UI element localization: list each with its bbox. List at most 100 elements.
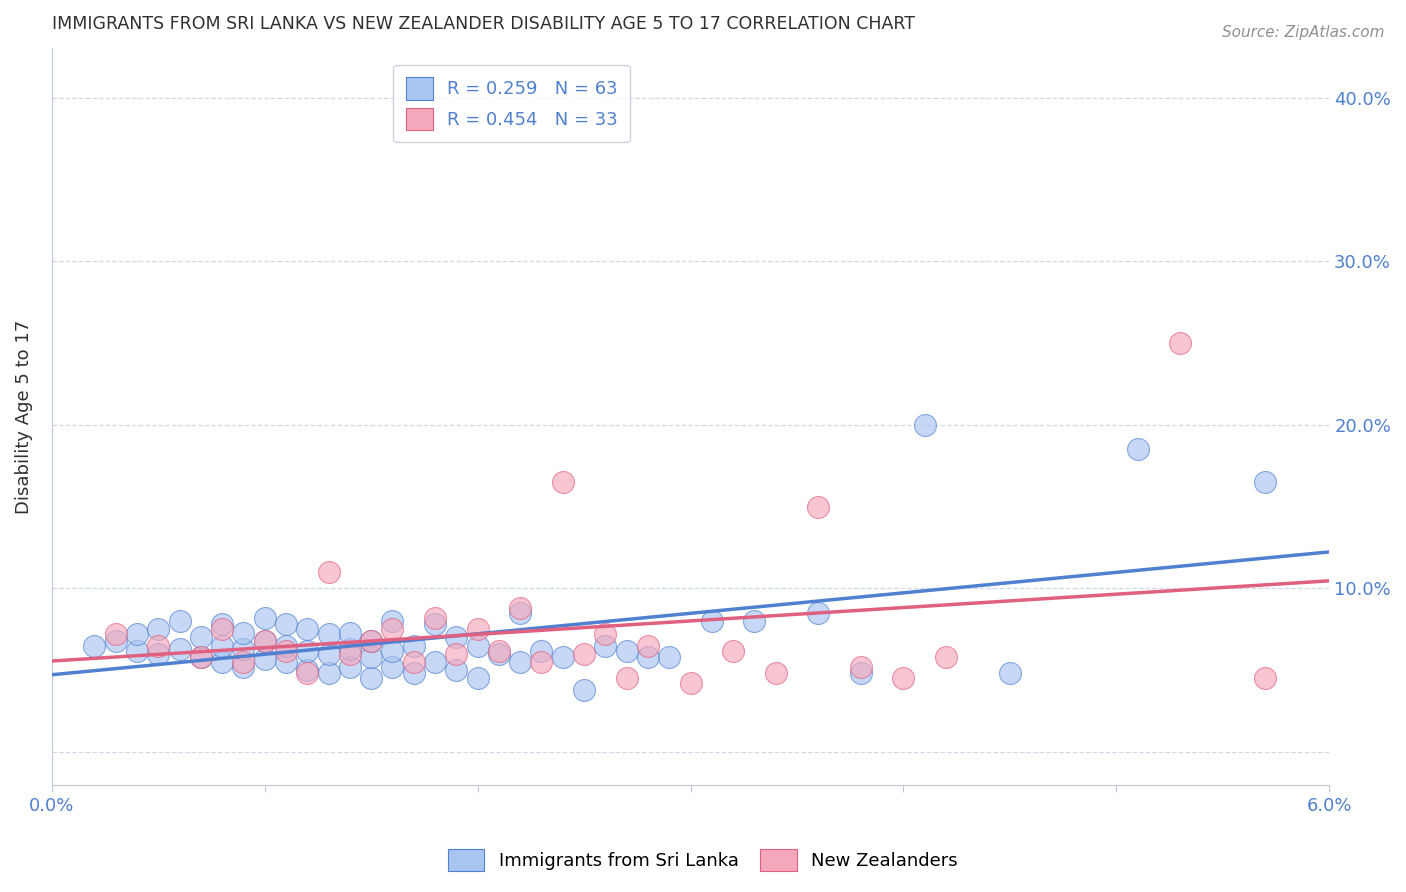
Point <box>488 647 510 661</box>
Point <box>190 631 212 645</box>
Point <box>381 614 404 628</box>
Point <box>211 623 233 637</box>
Point <box>551 475 574 489</box>
Point <box>360 672 382 686</box>
Point <box>1168 335 1191 350</box>
Point <box>1126 442 1149 457</box>
Point <box>849 660 872 674</box>
Legend: Immigrants from Sri Lanka, New Zealanders: Immigrants from Sri Lanka, New Zealander… <box>441 842 965 879</box>
Point <box>509 601 531 615</box>
Point <box>572 682 595 697</box>
Point <box>232 660 254 674</box>
Point <box>148 647 170 661</box>
Point <box>148 639 170 653</box>
Point <box>318 627 340 641</box>
Point <box>893 672 915 686</box>
Point <box>318 565 340 579</box>
Point <box>423 611 446 625</box>
Point <box>530 643 553 657</box>
Point <box>423 655 446 669</box>
Point <box>190 650 212 665</box>
Point <box>232 642 254 657</box>
Point <box>530 655 553 669</box>
Point <box>274 643 297 657</box>
Point <box>125 643 148 657</box>
Point <box>572 647 595 661</box>
Point <box>637 639 659 653</box>
Point <box>83 639 105 653</box>
Point <box>402 655 425 669</box>
Point <box>211 655 233 669</box>
Point <box>274 639 297 653</box>
Point <box>381 643 404 657</box>
Point <box>595 627 617 641</box>
Point <box>765 666 787 681</box>
Point <box>360 633 382 648</box>
Point <box>467 672 489 686</box>
Point <box>297 643 319 657</box>
Point <box>211 617 233 632</box>
Point <box>807 500 830 514</box>
Point <box>318 666 340 681</box>
Text: IMMIGRANTS FROM SRI LANKA VS NEW ZEALANDER DISABILITY AGE 5 TO 17 CORRELATION CH: IMMIGRANTS FROM SRI LANKA VS NEW ZEALAND… <box>52 15 915 33</box>
Point <box>297 623 319 637</box>
Point <box>551 650 574 665</box>
Point <box>509 655 531 669</box>
Point <box>446 631 468 645</box>
Point <box>190 650 212 665</box>
Point <box>339 625 361 640</box>
Point <box>232 655 254 669</box>
Point <box>616 672 638 686</box>
Y-axis label: Disability Age 5 to 17: Disability Age 5 to 17 <box>15 319 32 514</box>
Point <box>700 614 723 628</box>
Point <box>104 633 127 648</box>
Point <box>509 606 531 620</box>
Point <box>339 660 361 674</box>
Point <box>849 666 872 681</box>
Point <box>360 650 382 665</box>
Point <box>339 642 361 657</box>
Point <box>297 666 319 681</box>
Point <box>446 647 468 661</box>
Point <box>423 617 446 632</box>
Point <box>616 643 638 657</box>
Point <box>1254 475 1277 489</box>
Point <box>169 642 191 657</box>
Point <box>402 639 425 653</box>
Point <box>169 614 191 628</box>
Point <box>998 666 1021 681</box>
Point <box>297 663 319 677</box>
Point <box>595 639 617 653</box>
Legend: R = 0.259   N = 63, R = 0.454   N = 33: R = 0.259 N = 63, R = 0.454 N = 33 <box>392 65 630 143</box>
Point <box>148 623 170 637</box>
Point <box>104 627 127 641</box>
Point <box>339 647 361 661</box>
Text: Source: ZipAtlas.com: Source: ZipAtlas.com <box>1222 25 1385 40</box>
Point <box>914 417 936 432</box>
Point <box>232 625 254 640</box>
Point <box>253 611 276 625</box>
Point <box>637 650 659 665</box>
Point <box>274 617 297 632</box>
Point <box>467 623 489 637</box>
Point <box>253 633 276 648</box>
Point <box>125 627 148 641</box>
Point <box>744 614 766 628</box>
Point <box>381 660 404 674</box>
Point <box>253 633 276 648</box>
Point <box>721 643 744 657</box>
Point <box>402 666 425 681</box>
Point <box>318 647 340 661</box>
Point <box>679 676 702 690</box>
Point <box>1254 672 1277 686</box>
Point <box>446 663 468 677</box>
Point <box>658 650 681 665</box>
Point <box>488 643 510 657</box>
Point <box>381 623 404 637</box>
Point <box>935 650 957 665</box>
Point <box>274 655 297 669</box>
Point <box>253 652 276 666</box>
Point <box>807 606 830 620</box>
Point <box>467 639 489 653</box>
Point <box>211 639 233 653</box>
